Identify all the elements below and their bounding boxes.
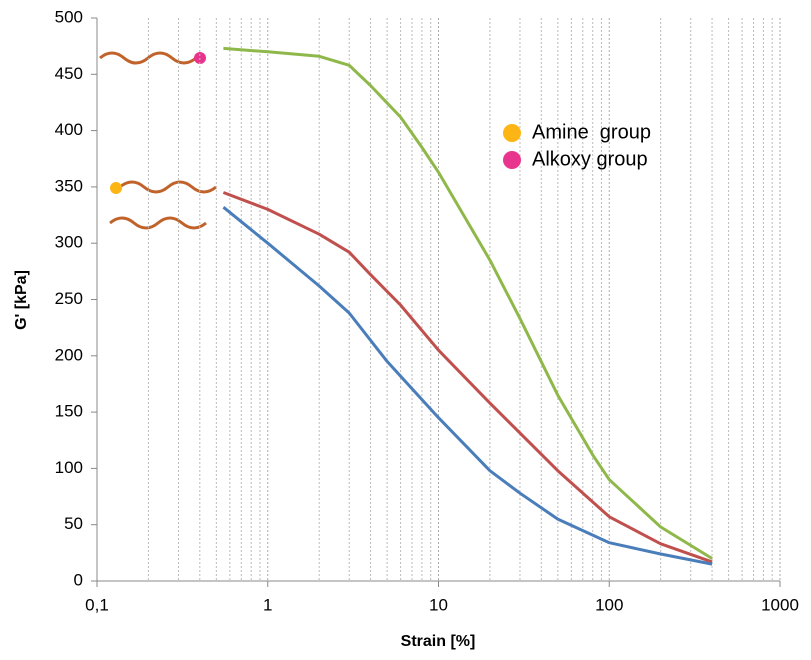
amine-dot xyxy=(110,182,122,194)
line-series xyxy=(222,191,713,564)
legend-label: Amine group xyxy=(532,121,651,143)
chain xyxy=(109,216,207,230)
y-tick-label: 400 xyxy=(55,120,83,139)
y-tick-label: 500 xyxy=(55,7,83,26)
chain xyxy=(119,180,217,194)
y-tick-label: 100 xyxy=(55,458,83,477)
y-tick-label: 300 xyxy=(55,233,83,252)
x-tick-label: 1 xyxy=(263,595,272,614)
y-tick-label: 350 xyxy=(55,176,83,195)
legend-marker xyxy=(503,124,521,142)
y-tick-label: 0 xyxy=(74,570,83,589)
y-tick-label: 450 xyxy=(55,64,83,83)
x-tick-label: 100 xyxy=(595,595,623,614)
line-series xyxy=(223,46,713,560)
x-axis-label: Strain [%] xyxy=(401,633,476,650)
legend-marker xyxy=(503,151,521,169)
chain-icons xyxy=(99,51,217,230)
y-tick-label: 250 xyxy=(55,289,83,308)
x-tick-label: 10 xyxy=(429,595,448,614)
legend-label: Alkoxy group xyxy=(532,148,648,170)
x-tick-label: 0,1 xyxy=(85,595,109,614)
x-tick-label: 1000 xyxy=(761,595,799,614)
line-series xyxy=(222,206,713,566)
y-tick-label: 50 xyxy=(64,514,83,533)
y-tick-label: 150 xyxy=(55,402,83,421)
y-axis-label: G' [kPa] xyxy=(13,270,30,330)
y-tick-label: 200 xyxy=(55,345,83,364)
